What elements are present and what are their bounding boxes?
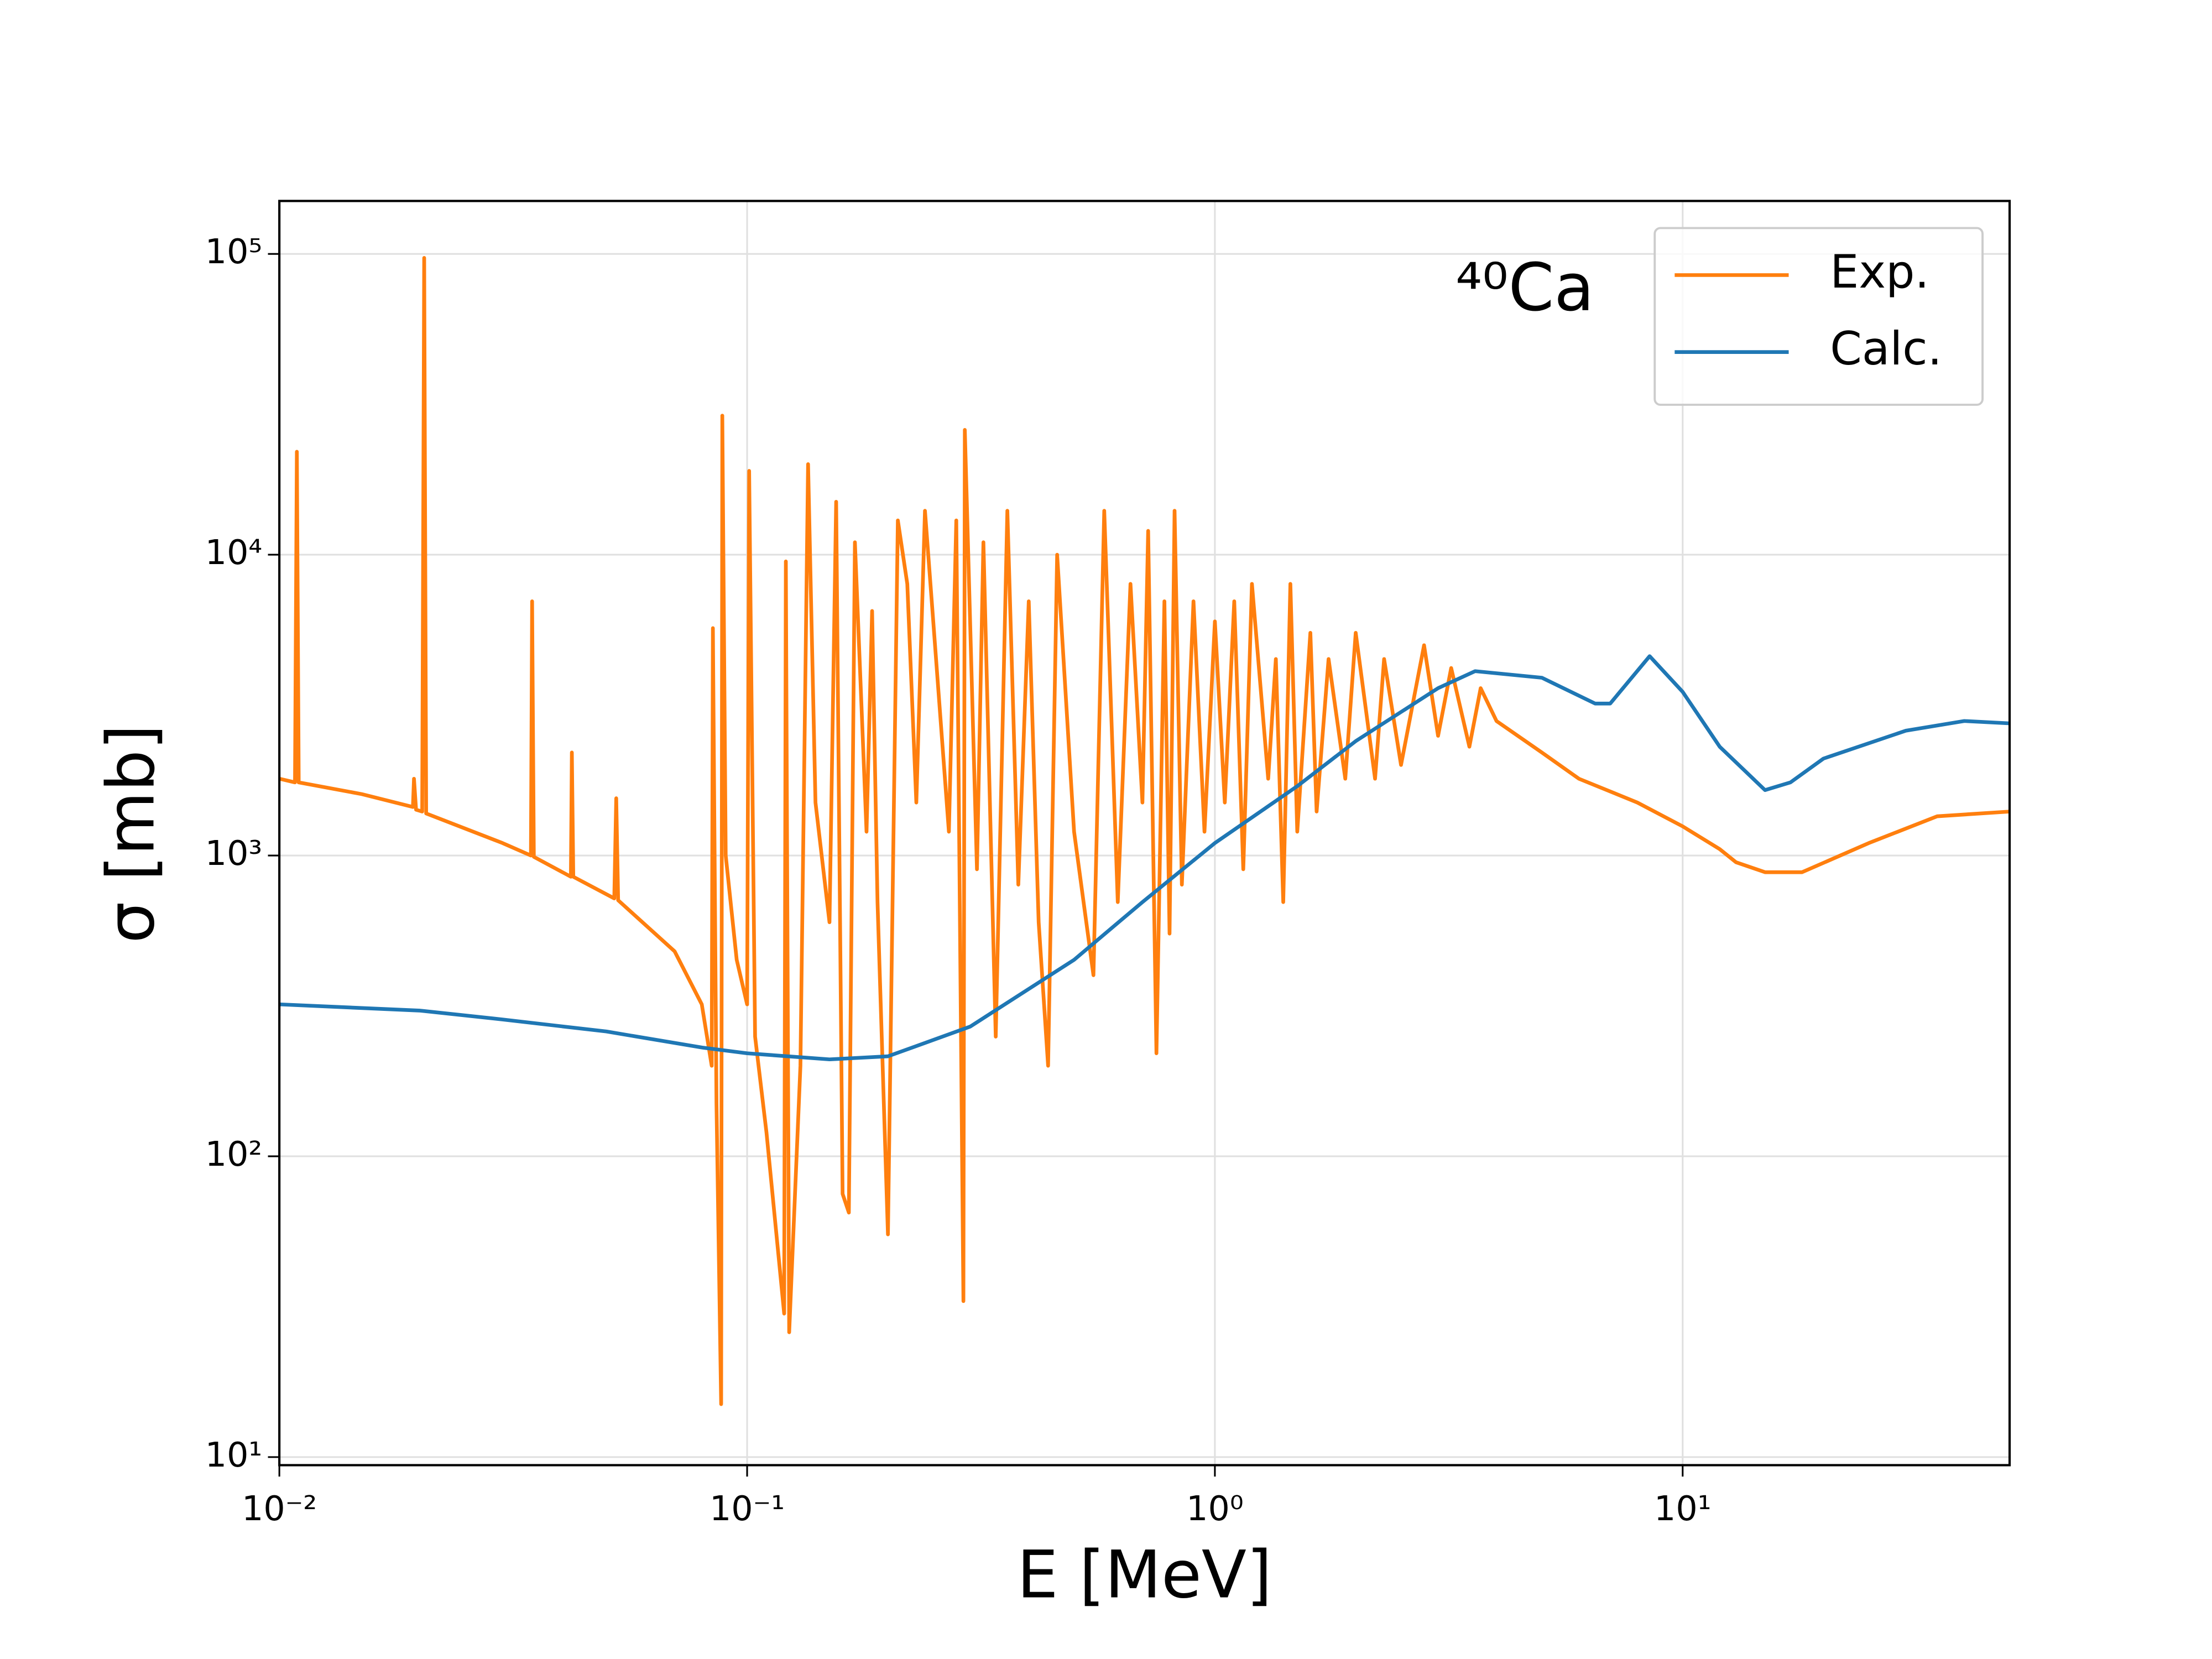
series-line [279,654,2010,1062]
x-tick-label: 10⁻² [242,1489,317,1528]
y-tick-label: 10¹ [205,1435,263,1475]
legend-box [1653,227,1984,406]
y-axis-label: σ [mb] [93,724,169,943]
plot-frame [278,200,2011,1467]
x-tick-label: 10¹ [1654,1489,1712,1528]
annotation: ⁴⁰Ca [1455,249,1594,326]
legend-label: Calc. [1830,322,1942,375]
series-line [279,256,2010,1406]
x-axis-label: E [MeV] [1017,1536,1272,1613]
y-tick-label: 10⁴ [205,533,263,572]
y-tick-label: 10² [205,1134,263,1174]
x-tick-label: 10⁻¹ [709,1489,785,1528]
y-tick-label: 10³ [205,833,263,873]
legend-label: Exp. [1830,246,1929,299]
y-tick-label: 10⁵ [205,232,263,272]
x-tick-label: 10⁰ [1186,1489,1244,1528]
